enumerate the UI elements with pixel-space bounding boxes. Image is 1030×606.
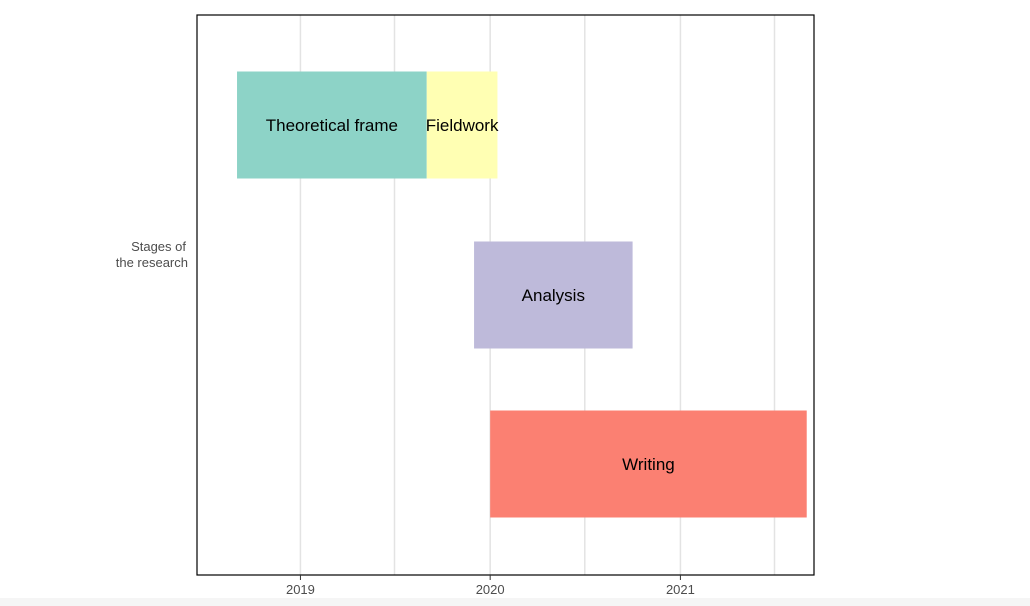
y-axis-label-line-2: the research	[116, 255, 188, 270]
bar-fieldwork	[426, 71, 498, 179]
bar-analysis	[474, 241, 633, 349]
bottom-strip	[0, 598, 1030, 606]
x-tick-label-2020: 2020	[476, 582, 505, 597]
bar-theoretical-frame	[237, 71, 427, 179]
bar-writing	[490, 410, 807, 518]
bars	[237, 71, 807, 518]
x-tick-label-2019: 2019	[286, 582, 315, 597]
bar-label-analysis: Analysis	[522, 286, 585, 305]
bar-label-theoretical-frame: Theoretical frame	[266, 116, 398, 135]
y-axis-label-line-1: Stages of	[131, 239, 186, 254]
x-tick-label-2021: 2021	[666, 582, 695, 597]
bar-label-fieldwork: Fieldwork	[426, 116, 499, 135]
x-axis-ticks: 2019 2020 2021	[286, 575, 695, 597]
bar-labels: Theoretical frame Fieldwork Analysis Writin…	[266, 116, 675, 474]
bar-label-writing: Writing	[622, 455, 675, 474]
plot-border	[196, 14, 815, 576]
